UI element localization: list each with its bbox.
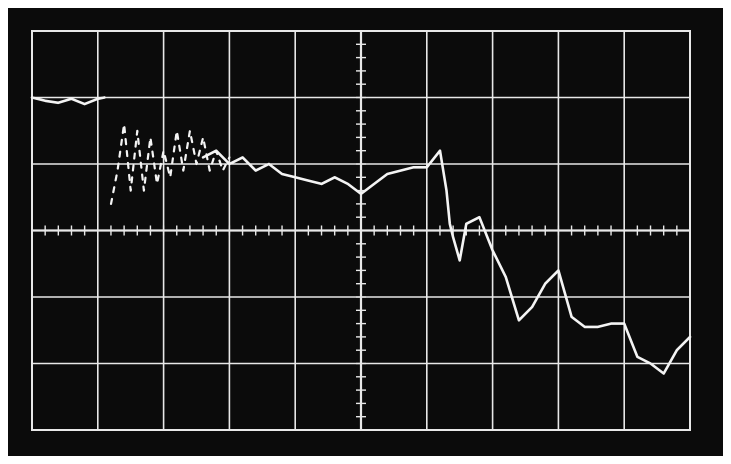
graticule — [31, 30, 691, 431]
trace-segment-3 — [201, 149, 692, 375]
trace — [30, 96, 692, 375]
screen-background — [8, 8, 723, 456]
trace-segment-1 — [30, 96, 106, 106]
trace-segment-2 — [109, 122, 231, 205]
